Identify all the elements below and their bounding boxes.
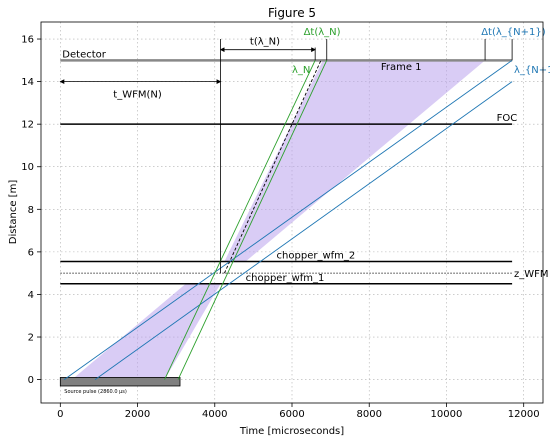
chopper-wfm-2-label: chopper_wfm_2 xyxy=(277,250,356,261)
ticks: 0 2000 4000 6000 8000 10000 12000 0 2 4 6 8 10 12 14 16 xyxy=(21,35,539,420)
y-tick-label: 2 xyxy=(28,333,34,344)
foc-label: FOC xyxy=(497,113,518,124)
x-tick-label: 8000 xyxy=(357,409,382,420)
y-tick-label: 10 xyxy=(21,162,34,173)
y-tick-label: 8 xyxy=(28,205,34,216)
x-tick-label: 10000 xyxy=(431,409,463,420)
x-tick-label: 2000 xyxy=(125,409,150,420)
source-pulse-box xyxy=(59,377,181,387)
y-tick-label: 12 xyxy=(21,120,34,131)
frame-polygon xyxy=(224,60,486,262)
series-line xyxy=(164,60,316,380)
y-axis-label: Distance [m] xyxy=(8,180,19,245)
series-line xyxy=(63,59,513,380)
x-tick-label: 6000 xyxy=(279,409,304,420)
series-line xyxy=(224,60,322,274)
frame-label: Frame 1 xyxy=(381,62,422,73)
chopper-wfm-1-label: chopper_wfm_1 xyxy=(246,273,325,284)
plot-frame xyxy=(40,21,544,404)
y-tick-label: 14 xyxy=(21,77,34,88)
y-tick-label: 16 xyxy=(21,35,34,46)
x-tick-label: 4000 xyxy=(202,409,227,420)
frame-fill xyxy=(59,60,486,387)
delta-t-lambda-n1-label: Δt(λ_{N+1}) xyxy=(481,27,546,38)
t-wfm-label: t_WFM(N) xyxy=(113,90,162,101)
frame-polygon xyxy=(71,283,221,380)
plot-lines xyxy=(59,39,513,380)
x-tick-label: 0 xyxy=(57,409,63,420)
series-line xyxy=(177,60,328,380)
lambda-n1-label: λ_{N+1} xyxy=(514,65,550,76)
delta-t-lambda-n-label: Δt(λ_N) xyxy=(304,27,341,38)
y-tick-label: 6 xyxy=(28,247,34,258)
plot-labels: Source pulse (2860.0 μs) Detector FOC chopp… xyxy=(62,27,550,395)
x-axis-label: Time [microseconds] xyxy=(239,426,344,437)
series-line xyxy=(94,81,513,380)
lambda-n-label: λ_N xyxy=(292,65,310,76)
t-lambda-label: t(λ_N) xyxy=(250,36,280,47)
x-tick-label: 12000 xyxy=(508,409,540,420)
chart-title: Figure 5 xyxy=(268,6,316,20)
detector-label: Detector xyxy=(62,49,106,60)
z-wfm-label: z_WFM xyxy=(514,269,549,280)
source-pulse-label: Source pulse (2860.0 μs) xyxy=(64,389,127,395)
y-tick-label: 0 xyxy=(28,375,34,386)
y-tick-label: 4 xyxy=(28,290,34,301)
